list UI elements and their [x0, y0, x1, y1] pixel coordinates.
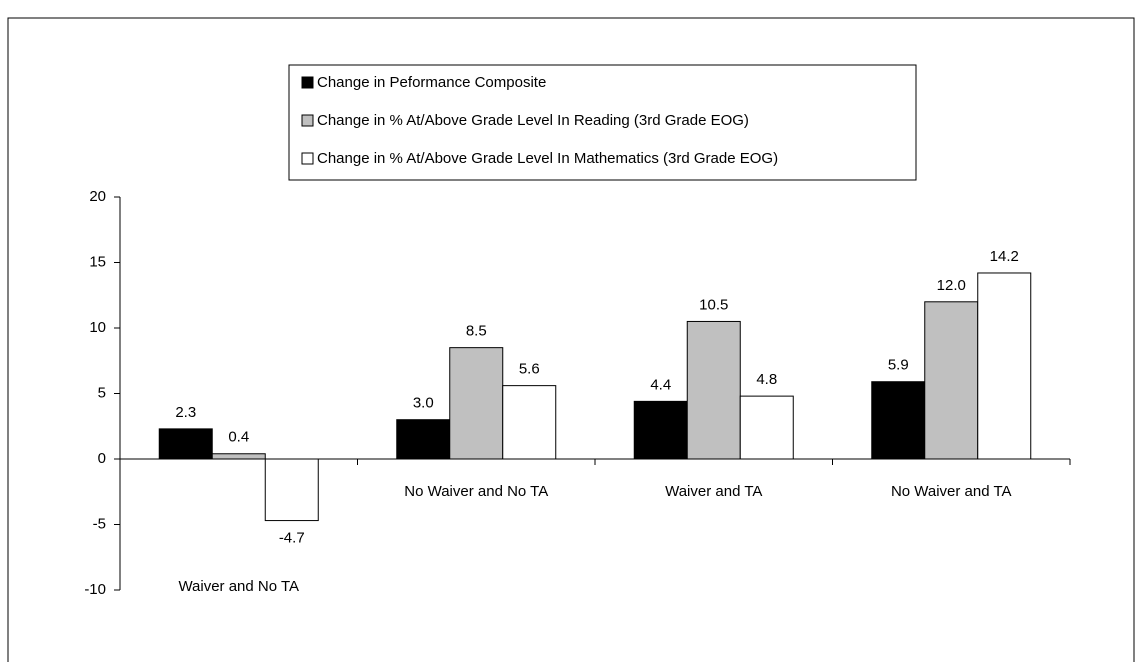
legend-label: Change in % At/Above Grade Level In Math… [317, 150, 778, 167]
legend: Change in Peformance Composite Change in … [288, 64, 917, 181]
bar [633, 400, 688, 460]
legend-swatch [301, 114, 314, 127]
bar [396, 419, 451, 460]
legend-label: Change in Peformance Composite [317, 74, 546, 91]
value-label: 5.6 [519, 361, 540, 378]
x-tick-label: Waiver and TA [665, 483, 762, 500]
y-tick-label: -5 [93, 515, 106, 532]
value-label: 12.0 [937, 277, 966, 294]
y-tick-label: 5 [98, 384, 106, 401]
bar [264, 458, 319, 522]
bar [977, 272, 1032, 460]
y-tick-label: 10 [89, 319, 106, 336]
value-label: 3.0 [413, 395, 434, 412]
x-tick-label: No Waiver and TA [891, 483, 1012, 500]
bar [686, 320, 741, 460]
y-tick-label: 20 [89, 188, 106, 205]
bar [502, 385, 557, 460]
bar [211, 453, 266, 460]
legend-swatch [301, 152, 314, 165]
value-label: 2.3 [175, 404, 196, 421]
x-tick-label: No Waiver and No TA [404, 483, 548, 500]
bar [924, 301, 979, 460]
bar [158, 428, 213, 460]
legend-label: Change in % At/Above Grade Level In Read… [317, 112, 749, 129]
x-tick-label: Waiver and No TA [178, 578, 299, 595]
y-tick-label: 0 [98, 450, 106, 467]
value-label: 4.8 [756, 371, 777, 388]
value-label: 10.5 [699, 296, 728, 313]
value-label: -4.7 [279, 530, 305, 547]
value-label: 14.2 [990, 248, 1019, 265]
value-label: 8.5 [466, 323, 487, 340]
legend-box [288, 64, 917, 181]
bar [871, 381, 926, 460]
y-tick-label: -10 [84, 581, 106, 598]
bar [449, 347, 504, 460]
value-label: 0.4 [228, 429, 249, 446]
bar [739, 395, 794, 460]
y-tick-label: 15 [89, 253, 106, 270]
legend-swatch [301, 76, 314, 89]
value-label: 4.4 [650, 376, 671, 393]
value-label: 5.9 [888, 357, 909, 374]
